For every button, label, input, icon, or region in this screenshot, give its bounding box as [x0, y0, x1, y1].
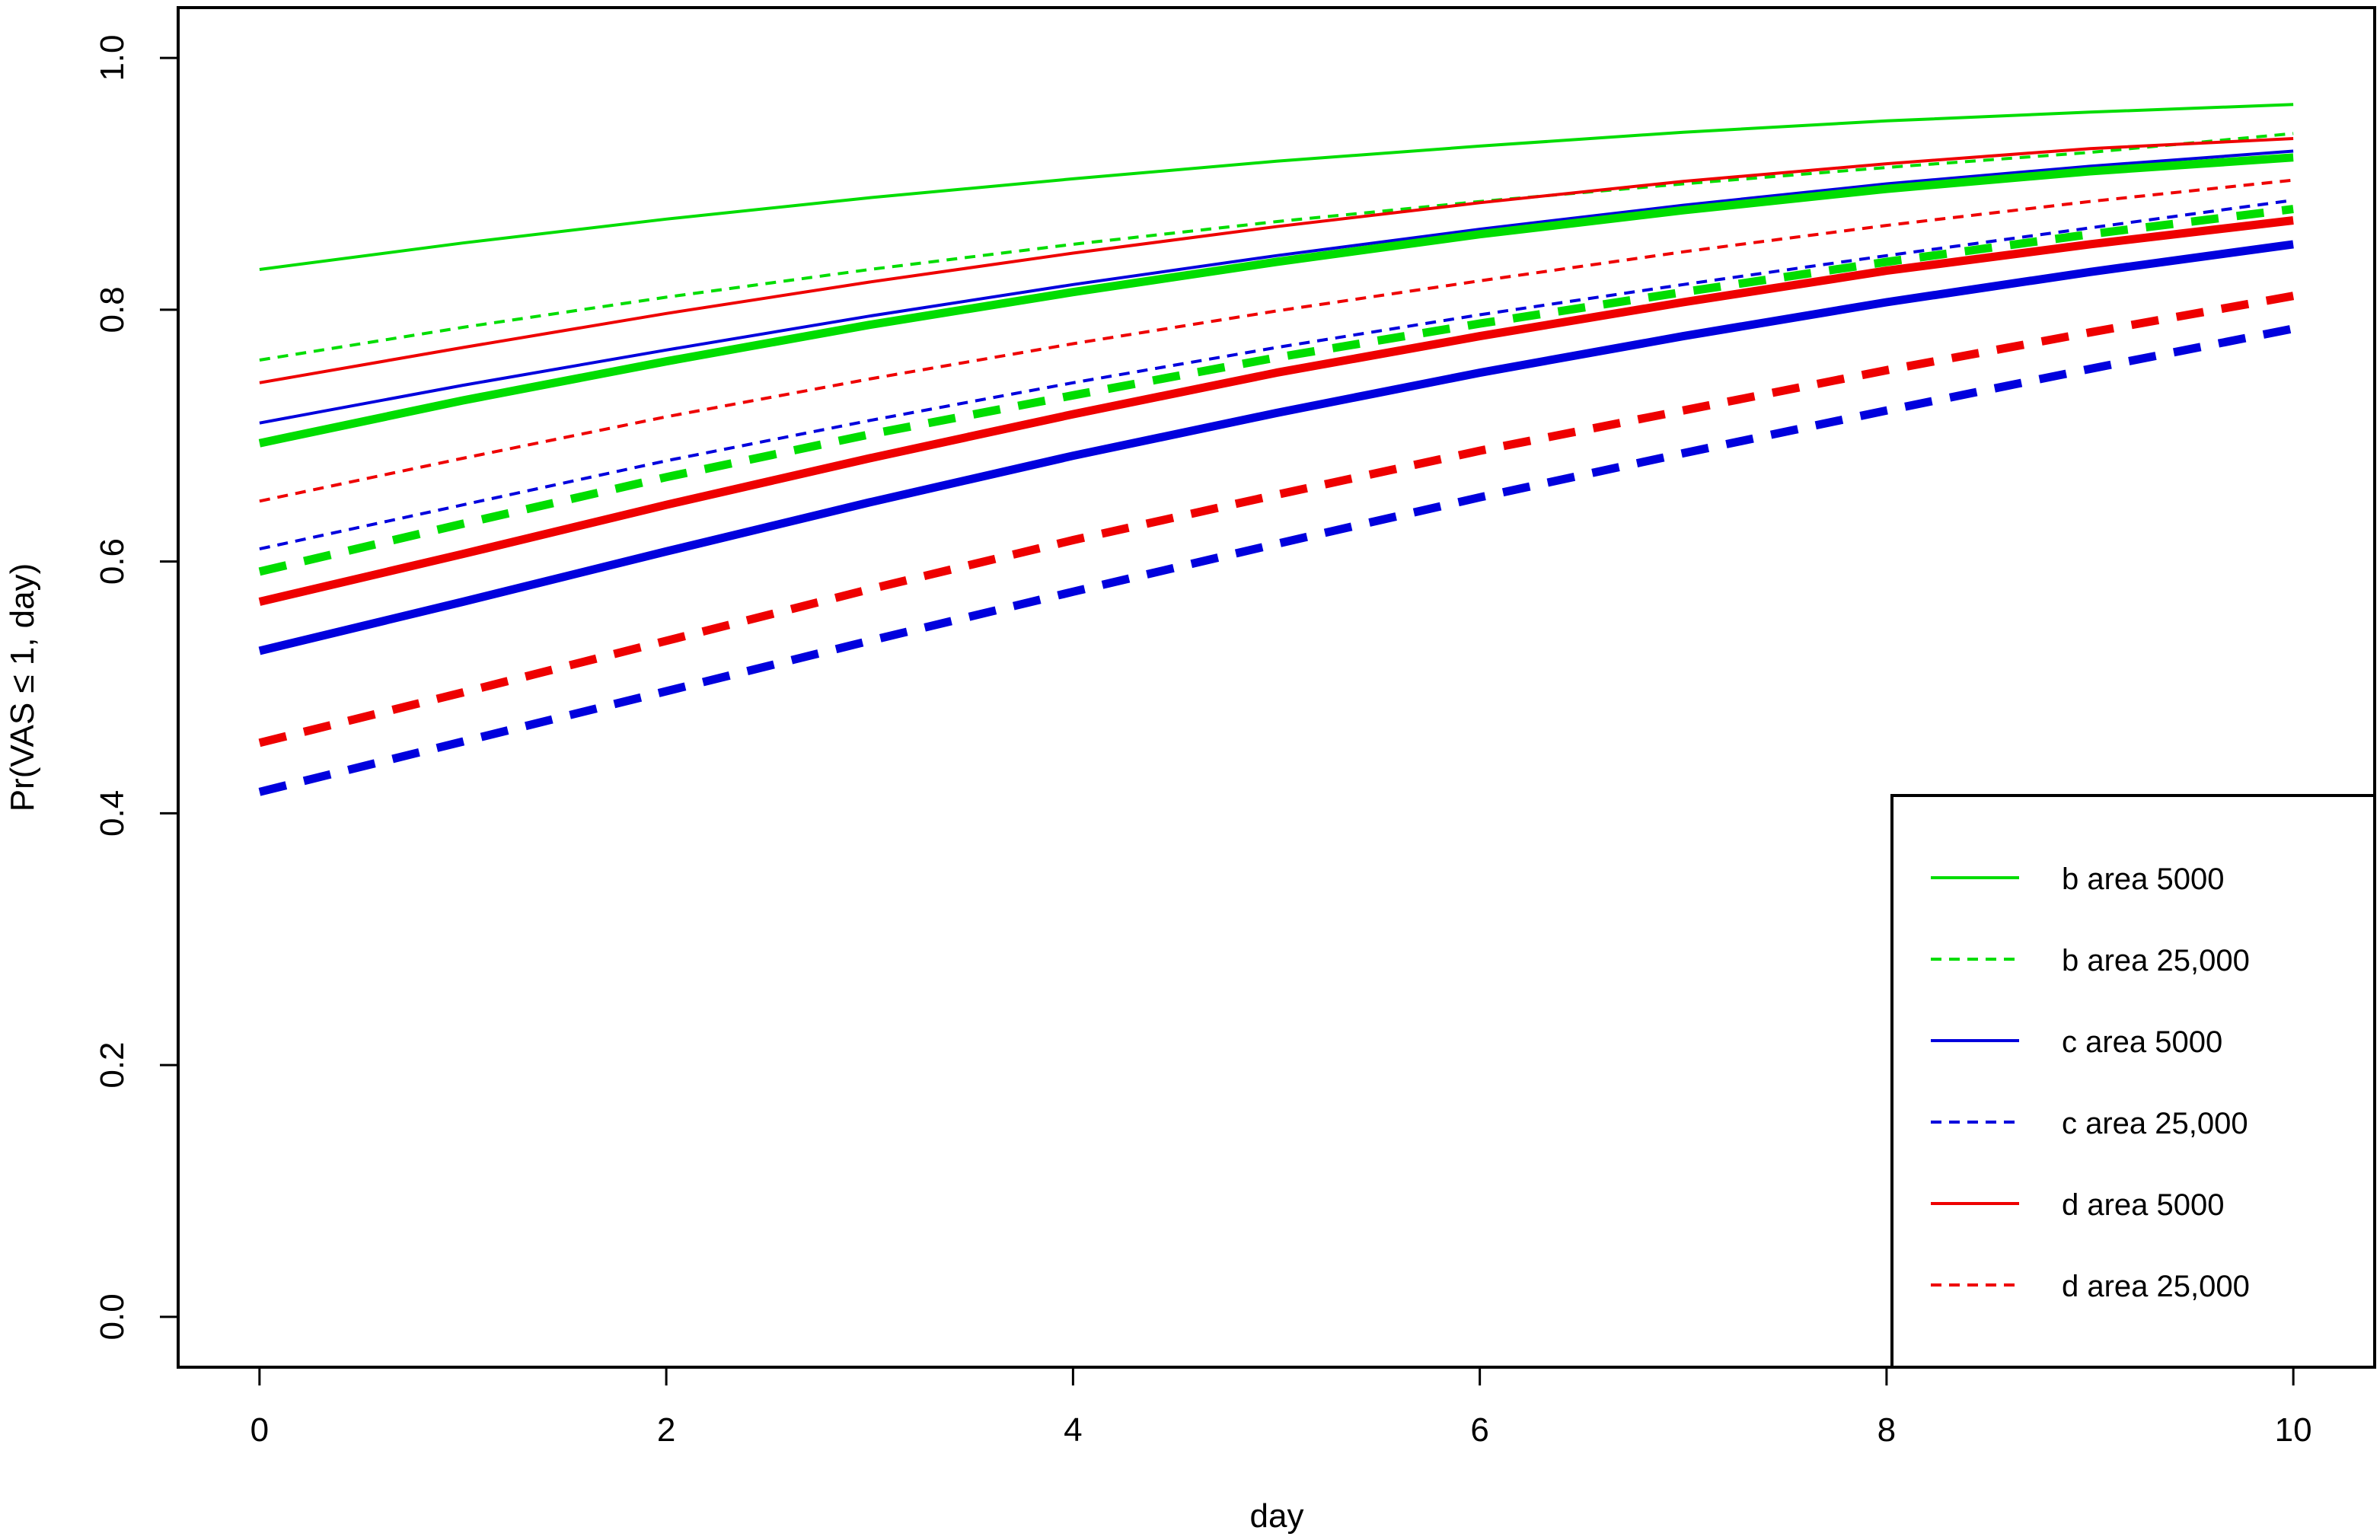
- y-tick-label: 1.0: [94, 35, 131, 81]
- series-line-10: [258, 240, 2294, 655]
- series-line-12: [258, 324, 2295, 796]
- x-axis-label: day: [1250, 1497, 1304, 1535]
- series-line-4: [259, 199, 2294, 551]
- x-tick-label: 2: [657, 1411, 675, 1449]
- series-line-7: [258, 153, 2294, 448]
- series-line-6: [259, 178, 2294, 503]
- y-tick-label: 0.2: [94, 1042, 131, 1089]
- x-tick-label: 4: [1064, 1411, 1082, 1449]
- series-line-9: [258, 216, 2294, 606]
- legend-label-6: d area 25,000: [2062, 1270, 2250, 1303]
- legend-label-5: d area 5000: [2062, 1188, 2225, 1222]
- series-line-11: [258, 292, 2295, 748]
- y-tick-label: 0.6: [94, 538, 131, 585]
- legend-label-3: c area 5000: [2062, 1025, 2222, 1059]
- y-tick-label: 0.4: [94, 790, 131, 837]
- x-tick-label: 8: [1878, 1411, 1896, 1449]
- x-tick-label: 6: [1470, 1411, 1488, 1449]
- y-tick-label: 0.8: [94, 286, 131, 333]
- x-tick-label: 0: [250, 1411, 269, 1449]
- series-line-2: [259, 132, 2294, 362]
- legend: b area 5000 b area 25,000 c area 5000 c are…: [1890, 794, 2376, 1369]
- legend-label-1: b area 5000: [2062, 862, 2225, 896]
- legend-label-2: b area 25,000: [2062, 944, 2250, 977]
- y-axis: 0.0 0.2 0.4 0.6 0.8 1.0: [94, 35, 180, 1340]
- series-line-5: [259, 137, 2294, 384]
- series-layer: [258, 103, 2295, 796]
- y-tick-label: 0.0: [94, 1293, 131, 1340]
- legend-label-4: c area 25,000: [2062, 1107, 2248, 1140]
- series-line-1: [259, 103, 2294, 271]
- legend-box: [1890, 794, 2376, 1369]
- x-tick-label: 10: [2275, 1411, 2312, 1449]
- y-axis-label: Pr(VAS ≤ 1, day): [4, 563, 41, 812]
- series-line-3: [259, 149, 2294, 425]
